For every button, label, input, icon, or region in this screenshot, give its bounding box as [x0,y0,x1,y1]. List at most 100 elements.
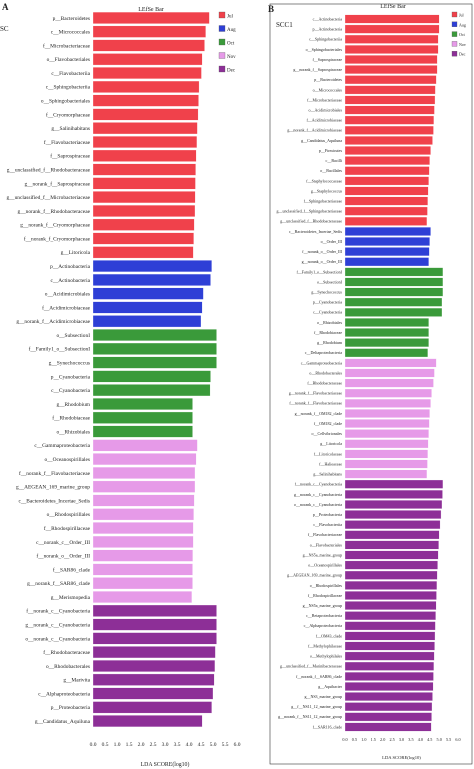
bar [92,80,200,93]
x-tick-label: 3.0 [399,737,404,742]
bar [92,287,204,300]
bar [92,618,217,631]
x-tick-label: 1.0 [114,742,121,748]
bar [344,510,442,519]
bar [92,11,210,24]
bar-label: g__norank_f__Saprospiraceae [293,67,342,72]
bar-label: g__unclassified_f__Rhodobacteraceae [280,219,342,224]
x-tick-label: 4.0 [418,737,423,742]
panel-side-label: SCC1 [276,21,293,29]
bar-label: g__norank_f__OM182_clade [295,411,343,416]
legend-label: Jul [459,13,465,18]
bar-label: f__norank_c__Cyanobacteria [295,482,343,487]
bar-label: c__Cyanobacteria [313,310,342,315]
panel-b-frame [269,3,473,765]
bar-label: f__Family1_o__SubsectionI [29,346,91,353]
bar [344,671,434,681]
x-tick-label: 4.5 [198,742,205,748]
bar [92,660,216,672]
bar [344,550,439,560]
bar-label: g__norank_f__Cryomorphaceae [20,222,90,229]
bar-label: c__Flavobacteriia [51,71,90,77]
bar-label: c__Bacteroidetes_Incertae_Sedis [18,498,90,504]
chart-title: LEfSe Bar [138,6,164,13]
bar [344,712,432,722]
bar [92,232,194,245]
bar [344,186,429,196]
bar [344,277,444,287]
bar [344,146,431,155]
bar [344,328,429,337]
bar [92,260,212,273]
bar-label: g__Merismopedia [51,595,91,601]
bar-label: o__norank_c__Cyanobacteria [25,636,90,642]
bar [344,176,429,186]
legend-label: Jul [227,15,233,20]
bar [344,530,440,540]
bar [92,301,203,314]
bar-label: g__Rhodobium [317,340,343,345]
x-tick-label: 0.0 [90,742,97,748]
bar-label: g__Litoricola [61,250,91,256]
bar-label: o__Sphingobacteriales [41,99,90,105]
x-tick-label: 3.5 [174,742,181,748]
bar [344,621,436,631]
bar [344,297,443,307]
bar-label: f__norank_f__SAR86_clade [296,674,342,679]
bar-label: g__norank_f__SAR86_clade [27,580,90,587]
bar [92,218,195,231]
bar-label: c__Alphaproteobacteria [304,623,343,628]
legend-label: Nov [459,42,466,47]
x-tick-label: 0.5 [102,742,109,748]
bar-label: o__Rhodobacterales [309,370,342,375]
bar-label: g__Candidatus_Aquiluna [35,719,91,725]
bar-label: c__Actinobacteria [50,278,90,284]
bar [92,522,194,535]
x-tick-label: 4.5 [427,737,432,742]
bar [92,149,197,162]
bar [344,641,435,651]
legend-swatch [218,25,226,32]
bar [344,580,438,590]
bar [344,388,432,398]
bar-label: f__OM43_clade [316,633,342,638]
bar-label: f__Rhodobiaceae [52,415,90,422]
legend-swatch [451,41,458,47]
bar-label: p__Actinobacteria [50,264,90,270]
bar-label: g__NS3_marine_group [304,694,342,699]
bar-label: o__Acidimicrobiales [308,107,342,112]
x-tick-label: 5.5 [222,742,229,748]
bar-label: f__Microbacteriaceae [307,97,342,102]
bar [344,105,435,115]
bar-label: c__Cyanobacteria [51,388,91,394]
bar-label: c__Sphingobacteriia [309,37,342,42]
bar-label: g__unclassified_f__Sphingobacteriaceae [276,209,342,214]
bar [92,453,197,466]
bar-label: g__Aquibacter [318,684,342,689]
bar-label: g__unclassified_f__Rhodobacteraceae [7,166,91,173]
legend-swatch [451,51,458,57]
bar [92,329,217,341]
legend-label: Dec [459,52,466,57]
bar [92,466,196,479]
bar-label: g__unclassified_f__Marinibacteraceae [280,664,342,669]
bar-label: g__AEGEAN_169_marine_group [16,485,90,491]
bar [92,632,217,645]
bar [344,651,435,661]
bar-label: o__Flavobacteriales [47,57,90,63]
bar [344,449,429,459]
bar [344,216,428,226]
bar [344,257,429,267]
bar [92,494,195,507]
bar-label: p__Cyanobacteria [51,374,91,380]
bar-label: o__SubsectionI [56,333,90,339]
bar [344,65,438,75]
bar [92,246,194,259]
bar [344,570,438,580]
bar [344,560,438,570]
bar [92,108,199,121]
bar-label: f__norank_o__Order_III [36,553,90,560]
bar-label: c__norank_c__Order_III [36,540,90,546]
bar [92,549,193,562]
bar-label: o__Rhodospirillales [47,512,90,518]
